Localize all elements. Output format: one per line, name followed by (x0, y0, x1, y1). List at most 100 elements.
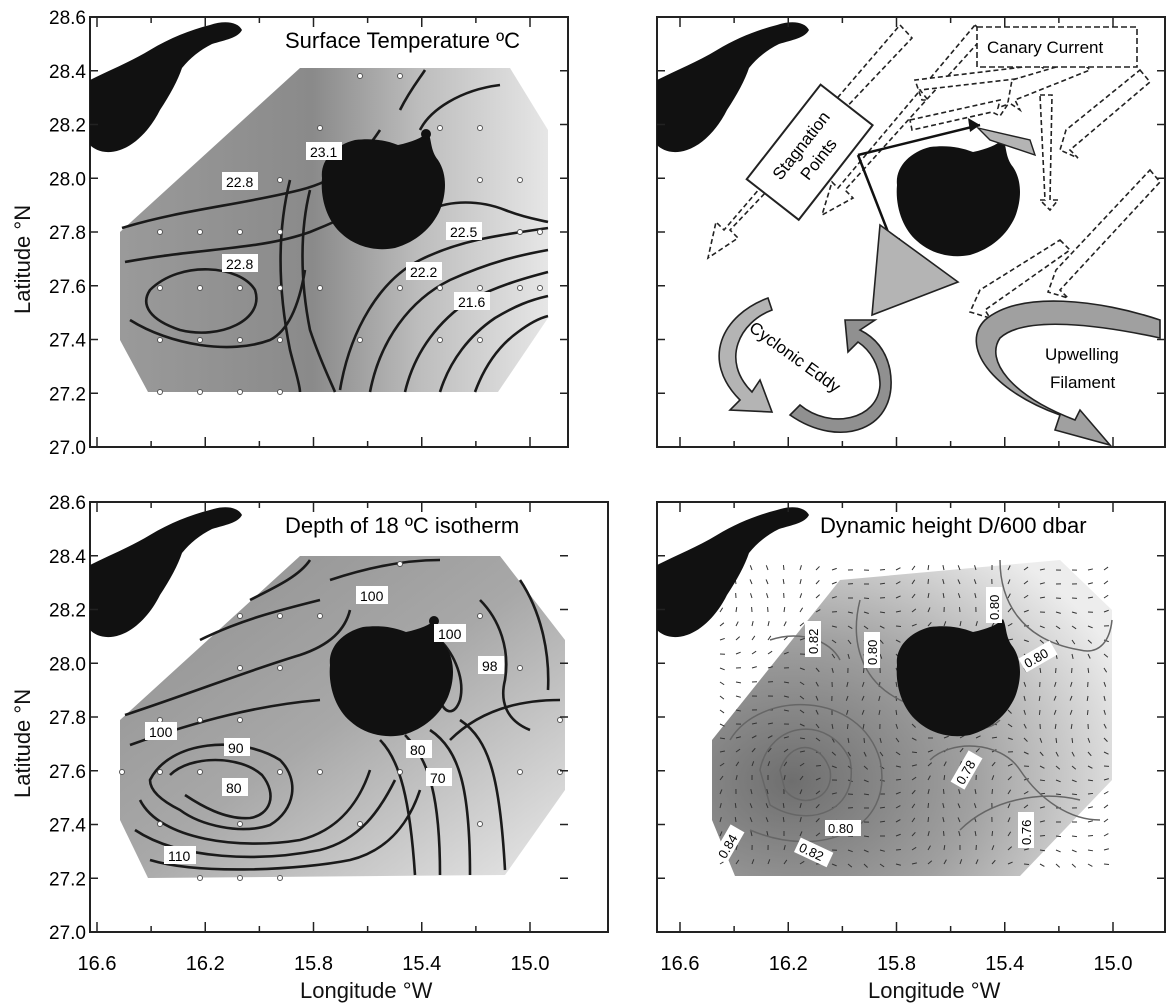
island-tenerife (90, 22, 242, 153)
velocity-vector (831, 625, 837, 628)
x-axis-label-text: Longitude (300, 978, 397, 1003)
island-gran-canaria (896, 139, 1020, 257)
velocity-vector (895, 723, 899, 729)
contour-label: 70 (430, 770, 446, 786)
velocity-vector (911, 579, 916, 585)
velocity-vector (1087, 625, 1093, 629)
velocity-vector (847, 737, 850, 744)
y-tick-label: 27.8 (49, 708, 86, 729)
velocity-vector (863, 779, 869, 783)
velocity-vector (735, 606, 738, 613)
velocity-vector (1071, 737, 1074, 744)
velocity-vector (911, 831, 916, 837)
velocity-vector (719, 607, 724, 613)
y-tick-label: 28.2 (49, 116, 86, 137)
velocity-vector (751, 650, 757, 655)
velocity-vector (815, 709, 819, 715)
velocity-vector (1053, 695, 1057, 701)
velocity-vector (879, 611, 886, 614)
velocity-vector (943, 774, 946, 781)
velocity-vector (943, 761, 947, 767)
y-tick-label: 27.4 (49, 331, 86, 352)
velocity-vector (799, 681, 805, 686)
velocity-vector (1007, 846, 1013, 851)
contour-label: 100 (438, 626, 462, 642)
island-gran-canaria (896, 619, 1020, 737)
velocity-vector (1071, 863, 1077, 868)
velocity-vector (799, 831, 803, 837)
velocity-vector (846, 681, 849, 687)
velocity-vector (847, 639, 852, 645)
dynamic-contour-labels: 0.80 0.82 0.80 0.80 0.78 0.76 0.80 0.84 … (712, 587, 1058, 868)
upwelling-label-2: Filament (1050, 373, 1115, 392)
contour-label: 21.6 (458, 294, 485, 310)
velocity-vector (879, 806, 886, 809)
velocity-vector (863, 793, 870, 796)
velocity-vector (975, 735, 981, 739)
velocity-vector (879, 639, 884, 645)
panel-dynamic-height: 0.80 0.82 0.80 0.80 0.78 0.76 0.80 0.84 … (656, 501, 1166, 933)
velocity-vector (863, 611, 869, 615)
velocity-vector (783, 859, 788, 865)
x-axis-label-text: Longitude (868, 978, 965, 1003)
velocity-vector (735, 736, 741, 739)
velocity-vector (719, 803, 722, 809)
velocity-vector (974, 788, 977, 795)
velocity-vector (1103, 594, 1109, 599)
y-tick-label: 28.2 (49, 601, 86, 622)
velocity-vector (1055, 863, 1061, 868)
velocity-vector (957, 579, 961, 585)
stagnation-box (745, 83, 875, 222)
velocity-vector (719, 709, 725, 714)
velocity-vector (1007, 776, 1012, 781)
velocity-vector (1069, 695, 1073, 701)
velocity-vector (1087, 582, 1093, 585)
velocity-vector (942, 817, 945, 823)
x-tick-label: 15.8 (877, 953, 916, 975)
velocity-vector (1054, 723, 1057, 730)
velocity-vector (1071, 849, 1077, 853)
velocity-vector (1087, 568, 1093, 571)
velocity-vector (767, 761, 771, 767)
velocity-vector (783, 681, 790, 684)
velocity-vector (766, 593, 769, 599)
velocity-vector (1103, 804, 1109, 809)
velocity-vector (799, 622, 805, 627)
velocity-vector (1023, 639, 1029, 643)
velocity-vector (735, 761, 740, 767)
velocity-vector (847, 653, 850, 659)
velocity-vector (815, 594, 821, 599)
velocity-vector (1007, 638, 1014, 641)
velocity-vector (942, 565, 945, 571)
x-tick-label: 15.8 (294, 953, 333, 975)
velocity-vector (1087, 596, 1094, 599)
x-tick-label: 16.2 (186, 953, 225, 975)
island-tenerife (657, 22, 809, 153)
velocity-vector (879, 625, 885, 629)
contour-label: 0.76 (1019, 820, 1034, 845)
velocity-vector (1087, 751, 1092, 757)
velocity-vector (895, 639, 901, 643)
velocity-vector (861, 681, 865, 687)
velocity-vector (735, 681, 742, 684)
velocity-vector (1103, 566, 1109, 571)
velocity-vector (1087, 806, 1093, 809)
velocity-vector (1023, 723, 1027, 729)
panel-title: Dynamic height D/600 dbar (820, 513, 1087, 538)
velocity-vector (815, 579, 820, 585)
velocity-vector (815, 667, 820, 673)
sst-field (120, 68, 548, 392)
contour-label: 22.8 (226, 174, 253, 190)
velocity-vector (815, 818, 820, 823)
velocity-vector (719, 762, 725, 767)
velocity-vector (1103, 681, 1107, 687)
velocity-vector (895, 778, 902, 781)
velocity-vector (943, 859, 947, 865)
velocity-vector (911, 846, 917, 851)
velocity-vector (975, 748, 980, 753)
velocity-vector (749, 565, 753, 571)
velocity-vector (911, 565, 916, 571)
velocity-vector (975, 621, 978, 627)
contour-label: 0.80 (828, 821, 853, 836)
velocity-vector (719, 775, 724, 781)
